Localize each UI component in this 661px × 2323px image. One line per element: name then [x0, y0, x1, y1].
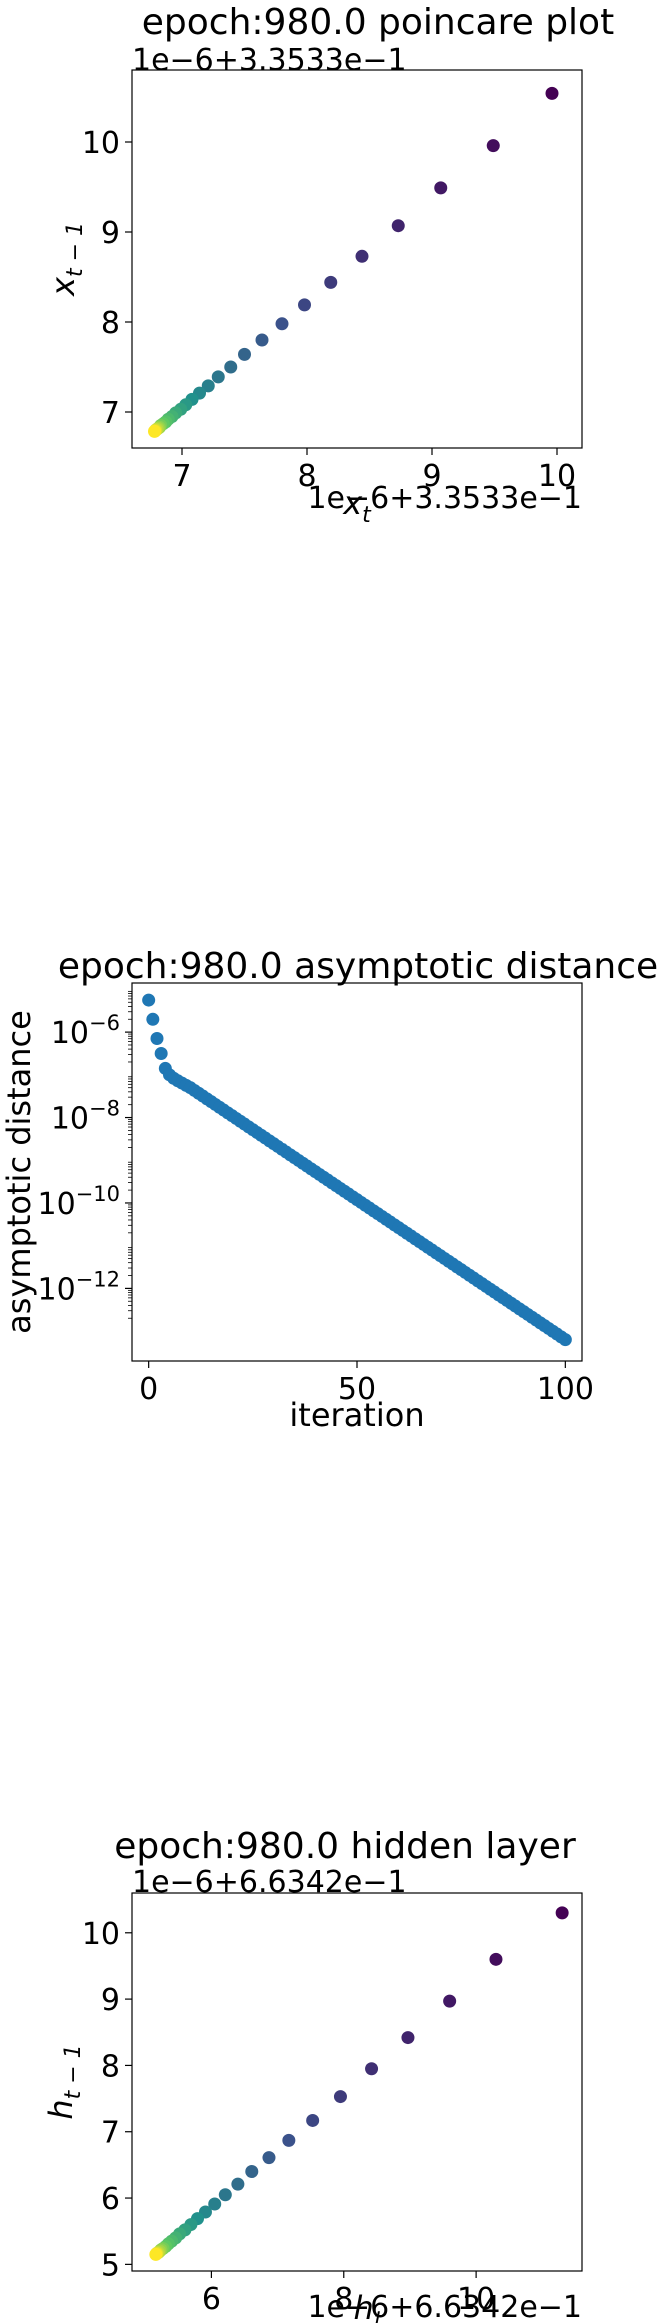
hidden-layer-x-tick-label: 8 — [334, 2282, 353, 2317]
poincare-point — [201, 379, 215, 393]
hidden-layer-point — [245, 2165, 259, 2179]
poincare-x-axis-label: xt — [342, 484, 372, 528]
hidden-layer-y-tick-label: 7 — [101, 2116, 120, 2151]
poincare-point — [298, 298, 311, 312]
poincare-plot-panel: epoch:980.0 poincare plot 1e−6+3.3533e−1… — [44, 2, 614, 528]
poincare-x-tick-label: 7 — [172, 459, 191, 494]
asymptotic-distance-point — [154, 1046, 168, 1060]
hidden-layer-frame — [131, 1892, 583, 2272]
poincare-point — [391, 219, 405, 233]
hidden-layer-y-tick-label: 9 — [101, 1983, 120, 2018]
hidden-layer-point — [149, 2247, 163, 2261]
poincare-point — [224, 360, 238, 374]
asymptotic-distance-y-axis-label: asymptotic distance — [0, 1010, 38, 1334]
poincare-plot-frame — [131, 69, 583, 449]
poincare-point — [211, 370, 225, 384]
poincare-point — [355, 249, 369, 263]
hidden-layer-point — [489, 1952, 503, 1966]
poincare-x-tick-label: 8 — [297, 459, 316, 494]
hidden-layer-y-tick-label: 6 — [101, 2182, 120, 2217]
hidden-layer-point — [208, 2197, 222, 2211]
hidden-layer-point — [306, 2113, 320, 2127]
hidden-layer-x-tick-label: 10 — [457, 2282, 495, 2317]
hidden-layer-x-tick-label: 6 — [202, 2282, 221, 2317]
poincare-point — [148, 424, 161, 438]
asymptotic-distance-point — [150, 1032, 164, 1046]
poincare-y-offset-text: 1e−6+3.3533e−1 — [132, 43, 407, 78]
poincare-point — [238, 347, 251, 361]
asymptotic-distance-y-tick-label: 10−6 — [51, 1011, 120, 1051]
hidden-layer-panel: epoch:980.0 hidden layer 1e−6+6.6342e−1 … — [42, 1826, 583, 2323]
poincare-plot-title: epoch:980.0 poincare plot — [142, 2, 614, 43]
poincare-x-offset-text: 1e−6+3.3533e−1 — [307, 481, 582, 516]
hidden-layer-y-axis-label: ht − 1 — [42, 2044, 86, 2119]
hidden-layer-x-offset-text: 1e−6+6.6342e−1 — [307, 2290, 582, 2323]
poincare-point — [275, 317, 289, 331]
hidden-layer-point — [282, 2133, 296, 2147]
hidden-layer-y-offset-text: 1e−6+6.6342e−1 — [132, 1865, 407, 1900]
hidden-layer-point — [555, 1906, 569, 1920]
asymptotic-distance-x-axis-label: iteration — [289, 1396, 424, 1434]
asymptotic-distance-x-tick-label: 50 — [338, 1372, 376, 1407]
poincare-point — [255, 333, 269, 347]
poincare-y-tick-label: 7 — [101, 396, 120, 431]
hidden-layer-point — [262, 2151, 276, 2165]
poincare-point — [545, 86, 559, 100]
hidden-layer-point — [333, 2090, 347, 2104]
poincare-point — [486, 139, 500, 153]
asymptotic-distance-title: epoch:980.0 asymptotic distance — [58, 946, 658, 987]
poincare-x-tick-label: 9 — [422, 459, 441, 494]
asymptotic-distance-panel: epoch:980.0 asymptotic distance 0 50 100 10… — [0, 946, 658, 1434]
hidden-layer-y-tick-label: 5 — [101, 2248, 120, 2283]
poincare-y-tick-label: 10 — [82, 126, 120, 161]
asymptotic-distance-x-tick-label: 100 — [537, 1372, 594, 1407]
poincare-y-axis-label: xt − 1 — [44, 222, 88, 297]
hidden-layer-point — [401, 2031, 415, 2045]
asymptotic-distance-point — [146, 1012, 160, 1026]
hidden-layer-point — [218, 2188, 232, 2202]
hidden-layer-point — [443, 1994, 457, 2008]
poincare-y-tick-label: 8 — [101, 306, 120, 341]
hidden-layer-y-tick-label: 10 — [82, 1917, 120, 1952]
asymptotic-distance-point — [558, 1333, 572, 1347]
poincare-x-tick-label: 10 — [538, 459, 576, 494]
hidden-layer-title: epoch:980.0 hidden layer — [114, 1826, 576, 1867]
poincare-point — [324, 275, 338, 289]
asymptotic-distance-point — [142, 993, 156, 1007]
hidden-layer-y-tick-label: 8 — [101, 2049, 120, 2084]
hidden-layer-point — [365, 2062, 379, 2076]
asymptotic-distance-y-tick-label: 10−8 — [51, 1097, 120, 1137]
asymptotic-distance-y-tick-label: 10−10 — [37, 1182, 120, 1222]
hidden-layer-point — [231, 2177, 245, 2191]
poincare-y-tick-label: 9 — [101, 216, 120, 251]
hidden-layer-x-axis-label: ht — [354, 2289, 384, 2323]
asymptotic-distance-x-tick-label: 0 — [139, 1372, 158, 1407]
poincare-point — [434, 181, 448, 195]
asymptotic-distance-y-tick-label: 10−12 — [37, 1267, 120, 1307]
